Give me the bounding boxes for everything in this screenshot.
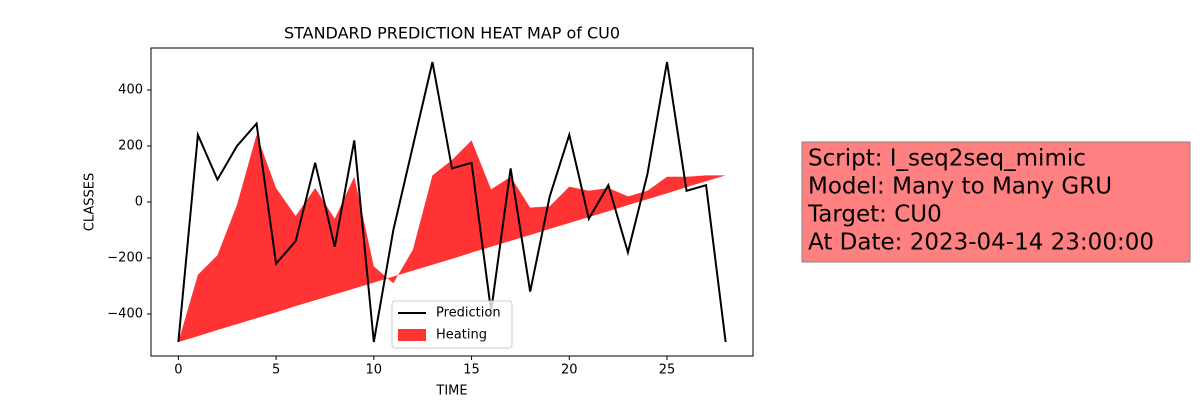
legend-label: Heating [436,328,487,343]
legend-swatch [398,329,426,341]
text-box-line: Script: I_seq2seq_mimic [808,146,1086,172]
area [178,134,726,342]
x-tick-label: 10 [366,363,383,378]
y-tick-label: 400 [118,83,143,98]
x-tick-label: 5 [272,363,280,378]
y-axis-label: CLASSES [83,173,98,231]
chart-title: STANDARD PREDICTION HEAT MAP of CU0 [284,24,620,43]
y-tick-label: 200 [118,139,143,154]
y-tick-label: −400 [107,307,143,322]
line [177,61,727,343]
y-tick-label: 0 [135,195,143,210]
x-tick-label: 15 [463,363,480,378]
y-tick-label: −200 [107,251,143,266]
text-box-line: At Date: 2023-04-14 23:00:00 [808,230,1154,256]
x-tick-label: 0 [174,363,182,378]
x-tick-label: 20 [561,363,578,378]
x-tick-label: 25 [659,363,676,378]
legend-label: Prediction [436,306,501,321]
x-axis-label: TIME [435,384,467,399]
text-box-line: Model: Many to Many GRU [808,174,1112,200]
text-box [801,141,1191,263]
text-box-line: Target: CU0 [807,202,942,228]
